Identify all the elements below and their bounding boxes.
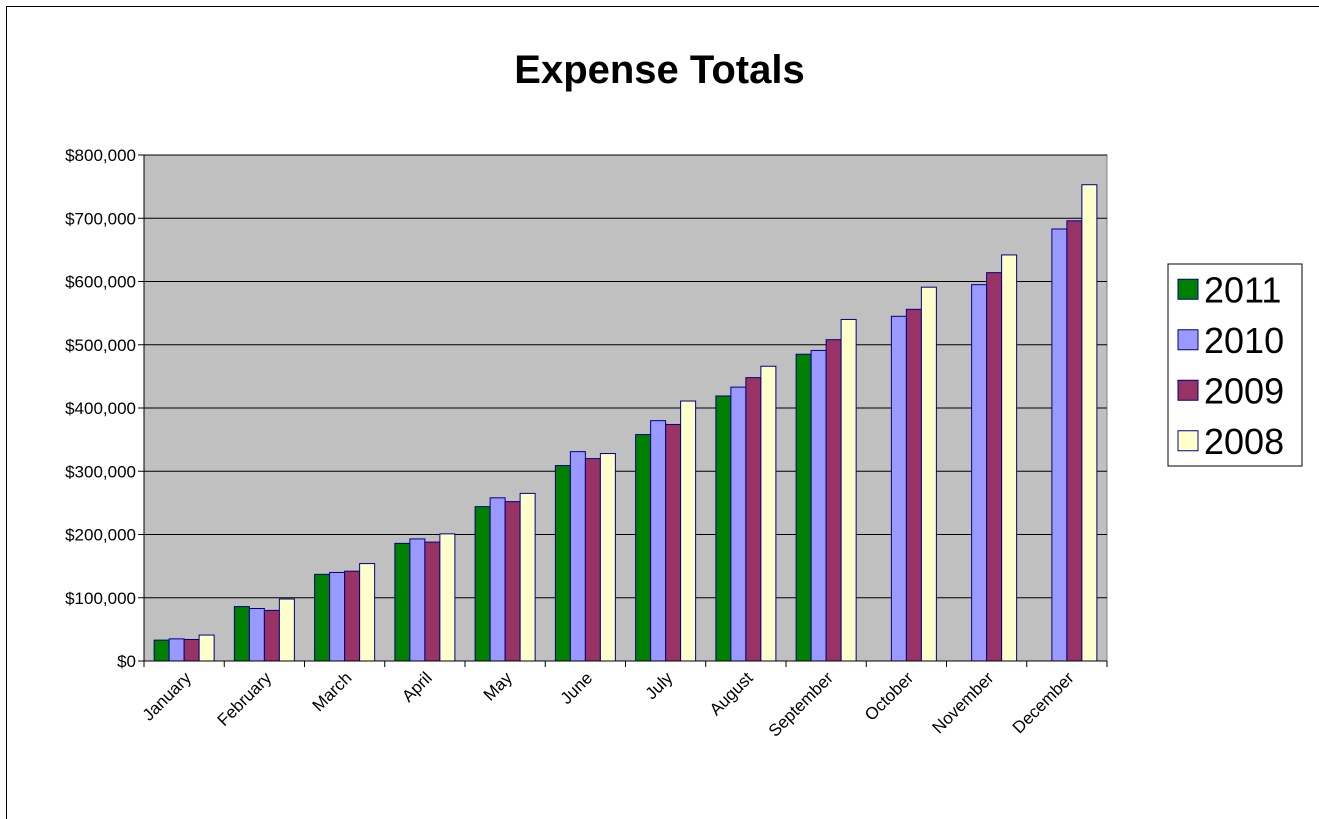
bar-2008-march xyxy=(359,563,376,662)
x-tick-label-june: June xyxy=(557,668,597,708)
legend-swatch-2008 xyxy=(1177,430,1199,452)
y-tick-label: $300,000 xyxy=(65,462,136,481)
bar-2010-march xyxy=(329,571,346,662)
x-tick-label-april: April xyxy=(398,668,435,705)
bar-2008-november xyxy=(1001,254,1018,662)
bars xyxy=(153,184,1098,662)
bar-2008-may xyxy=(519,492,536,662)
bar-2008-january xyxy=(198,634,215,662)
y-tick-label: $0 xyxy=(117,652,136,671)
y-tick-label: $700,000 xyxy=(65,209,136,228)
y-tick-label: $400,000 xyxy=(65,399,136,418)
bar-2009-june xyxy=(584,458,601,662)
bar-2011-august xyxy=(715,395,732,662)
x-tick-label-march: March xyxy=(309,668,356,715)
legend-label-2008: 2008 xyxy=(1204,421,1284,462)
x-tick-label-october: October xyxy=(861,668,917,724)
bar-2009-march xyxy=(344,570,361,662)
legend-label-2010: 2010 xyxy=(1204,320,1284,361)
chart-title: Expense Totals xyxy=(514,48,805,92)
x-tick-label-november: November xyxy=(929,668,998,737)
bar-2011-may xyxy=(474,506,491,662)
bar-2010-may xyxy=(489,497,506,662)
bar-2009-july xyxy=(665,423,682,662)
bar-2010-september xyxy=(810,349,827,662)
bar-2009-october xyxy=(905,308,922,662)
bar-2008-august xyxy=(760,365,777,662)
bar-2009-april xyxy=(424,541,441,662)
y-tick-label: $500,000 xyxy=(65,336,136,355)
legend: 2011 2010 2009 2008 xyxy=(1167,263,1303,467)
bar-2009-august xyxy=(745,377,762,662)
bar-2010-june xyxy=(569,451,586,662)
bar-2010-december xyxy=(1051,228,1068,662)
bar-2008-october xyxy=(920,286,937,662)
bar-2011-july xyxy=(635,434,652,662)
bar-2010-october xyxy=(890,315,907,662)
bar-2009-december xyxy=(1066,220,1083,662)
bar-2010-july xyxy=(650,420,667,662)
bar-2010-january xyxy=(168,638,185,662)
bar-2009-january xyxy=(183,638,200,662)
bar-2009-may xyxy=(504,501,521,662)
x-tick-label-august: August xyxy=(706,668,757,719)
bar-2011-january xyxy=(153,639,170,662)
gridlines xyxy=(144,154,1107,599)
bar-2008-july xyxy=(680,400,697,662)
bar-2009-february xyxy=(263,609,280,662)
legend-swatch-2011 xyxy=(1177,278,1199,300)
legend-label-2011: 2011 xyxy=(1204,269,1281,310)
legend-swatch-2010 xyxy=(1177,329,1199,351)
x-tick-label-september: September xyxy=(765,668,837,740)
bar-2008-december xyxy=(1081,184,1098,662)
x-tick-label-february: February xyxy=(214,668,276,730)
y-tick-label: $800,000 xyxy=(65,146,136,165)
bar-2010-august xyxy=(730,386,747,662)
legend-swatch-2009 xyxy=(1177,379,1199,401)
y-tick-label: $100,000 xyxy=(65,589,136,608)
bar-2008-september xyxy=(840,318,857,662)
bar-2011-september xyxy=(795,353,812,662)
bar-2008-june xyxy=(599,453,616,662)
bar-2010-february xyxy=(248,608,265,662)
x-tick-label-may: May xyxy=(480,668,516,704)
x-tick-label-december: December xyxy=(1009,668,1078,737)
bar-2011-june xyxy=(554,465,571,662)
bar-2008-april xyxy=(439,533,456,662)
bar-2011-march xyxy=(314,573,331,662)
bar-2009-november xyxy=(986,272,1003,662)
bar-2010-november xyxy=(971,284,988,662)
x-tick-label-july: July xyxy=(642,668,677,703)
y-tick-label: $200,000 xyxy=(65,526,136,545)
bar-2009-september xyxy=(825,339,842,662)
bar-2011-february xyxy=(233,606,250,662)
y-tick-label: $600,000 xyxy=(65,273,136,292)
legend-label-2009: 2009 xyxy=(1204,370,1284,411)
bar-2010-april xyxy=(409,538,426,662)
bar-2011-april xyxy=(394,542,411,662)
x-tick-label-january: January xyxy=(139,668,196,725)
bar-2008-february xyxy=(278,598,295,662)
